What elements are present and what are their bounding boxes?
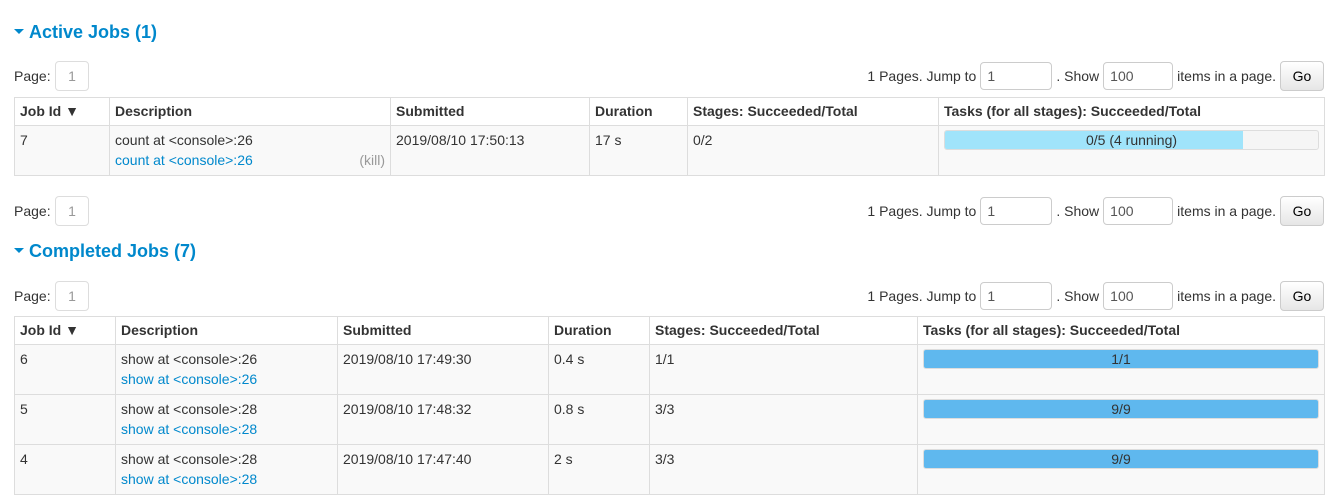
job-detail-link[interactable]: show at <console>:26	[121, 371, 258, 387]
active-jobs-table: Job Id ▼ Description Submitted Duration Stag…	[14, 97, 1325, 176]
page-size-input[interactable]	[1103, 62, 1174, 90]
pager-controls: 1 Pages. Jump to . Show items in a page.Go	[867, 196, 1324, 226]
page-label: Page:	[14, 288, 51, 304]
pager-top-active: Page:1 1 Pages. Jump to . Show items in a p…	[14, 61, 1324, 91]
pager-controls: 1 Pages. Jump to . Show items in a page.Go	[867, 61, 1324, 91]
table-row: 6 show at <console>:26 show at <console>:2…	[14, 344, 1325, 395]
column-header[interactable]: Duration	[589, 97, 688, 126]
job-detail-link[interactable]: show at <console>:28	[121, 421, 258, 437]
page-link[interactable]: 1	[55, 281, 89, 311]
show-text: . Show	[1056, 203, 1100, 219]
job-id: 6	[14, 344, 116, 395]
stages-progress: 0/2	[687, 125, 939, 176]
duration: 0.4 s	[548, 344, 650, 395]
table-row: 7 count at <console>:26 (kill) count at <co…	[14, 125, 1325, 176]
pager-top-completed: Page:1 1 Pages. Jump to . Show items in a p…	[14, 281, 1324, 311]
column-header[interactable]: Tasks (for all stages): Succeeded/Total	[917, 316, 1325, 345]
job-detail-link[interactable]: show at <console>:28	[121, 471, 258, 487]
pages-text: 1 Pages. Jump to	[867, 68, 977, 84]
progress-bar: 1/1	[923, 349, 1319, 369]
column-header[interactable]: Duration	[548, 316, 650, 345]
description: show at <console>:26 show at <console>:26	[115, 344, 338, 395]
page-size-input[interactable]	[1103, 282, 1174, 310]
submitted-time: 2019/08/10 17:47:40	[337, 444, 549, 495]
show-text: . Show	[1056, 288, 1100, 304]
section-title: Completed Jobs (7)	[29, 241, 197, 261]
progress-succeeded-fill	[924, 350, 1318, 368]
items-text: items in a page.	[1177, 288, 1276, 304]
pages-text: 1 Pages. Jump to	[867, 203, 977, 219]
completed-jobs-table: Job Id ▼ Description Submitted Duration Stag…	[14, 316, 1325, 495]
pager-controls: 1 Pages. Jump to . Show items in a page.Go	[867, 281, 1324, 311]
page-size-input[interactable]	[1103, 197, 1174, 225]
tasks-progress: 9/9	[917, 444, 1325, 495]
tasks-progress: 1/1	[917, 344, 1325, 395]
jump-to-input[interactable]	[980, 282, 1053, 310]
page-label: Page:	[14, 68, 51, 84]
description-text: show at <console>:28	[121, 451, 258, 467]
progress-text: 1/1	[1111, 351, 1131, 367]
job-detail-link[interactable]: count at <console>:26	[115, 152, 253, 168]
show-text: . Show	[1056, 68, 1100, 84]
submitted-time: 2019/08/10 17:50:13	[390, 125, 590, 176]
progress-bar: 0/5 (4 running)	[944, 130, 1319, 150]
job-id: 4	[14, 444, 116, 495]
go-button[interactable]: Go	[1280, 61, 1324, 91]
stages-progress: 3/3	[649, 444, 918, 495]
active-jobs-toggle[interactable]: Active Jobs (1)	[14, 22, 157, 43]
column-header[interactable]: Submitted	[390, 97, 590, 126]
table-row: 4 show at <console>:28 show at <console>:2…	[14, 444, 1325, 495]
column-header[interactable]: Description	[115, 316, 338, 345]
progress-text: 9/9	[1111, 401, 1131, 417]
tasks-progress: 9/9	[917, 394, 1325, 445]
duration: 2 s	[548, 444, 650, 495]
progress-text: 0/5 (4 running)	[1085, 132, 1178, 148]
completed-jobs-toggle[interactable]: Completed Jobs (7)	[14, 241, 196, 262]
submitted-time: 2019/08/10 17:48:32	[337, 394, 549, 445]
pager-bottom-active: Page:1 1 Pages. Jump to . Show items in a p…	[14, 196, 1324, 226]
progress-running-fill	[945, 131, 1244, 149]
progress-bar: 9/9	[923, 399, 1319, 419]
progress-succeeded-fill	[924, 450, 1318, 468]
duration: 0.8 s	[548, 394, 650, 445]
duration: 17 s	[589, 125, 688, 176]
column-header[interactable]: Tasks (for all stages): Succeeded/Total	[938, 97, 1325, 126]
description: show at <console>:28 show at <console>:28	[115, 394, 338, 445]
column-header[interactable]: Stages: Succeeded/Total	[687, 97, 939, 126]
job-id: 7	[14, 125, 110, 176]
jump-to-input[interactable]	[980, 62, 1053, 90]
submitted-time: 2019/08/10 17:49:30	[337, 344, 549, 395]
collapse-arrow-icon	[14, 248, 24, 254]
description-text: count at <console>:26	[115, 132, 253, 148]
go-button[interactable]: Go	[1280, 281, 1324, 311]
go-button[interactable]: Go	[1280, 196, 1324, 226]
column-header[interactable]: Description	[109, 97, 391, 126]
column-header[interactable]: Job Id ▼	[14, 316, 116, 345]
column-header[interactable]: Submitted	[337, 316, 549, 345]
progress-text: 9/9	[1111, 451, 1131, 467]
kill-link[interactable]: (kill)	[359, 152, 385, 168]
page-label: Page:	[14, 203, 51, 219]
column-header[interactable]: Stages: Succeeded/Total	[649, 316, 918, 345]
items-text: items in a page.	[1177, 203, 1276, 219]
stages-progress: 3/3	[649, 394, 918, 445]
column-header[interactable]: Job Id ▼	[14, 97, 110, 126]
jump-to-input[interactable]	[980, 197, 1053, 225]
tasks-progress: 0/5 (4 running)	[938, 125, 1325, 176]
progress-bar: 9/9	[923, 449, 1319, 469]
pages-text: 1 Pages. Jump to	[867, 288, 977, 304]
progress-succeeded-fill	[924, 400, 1318, 418]
section-title: Active Jobs (1)	[29, 22, 158, 42]
collapse-arrow-icon	[14, 29, 24, 35]
table-row: 5 show at <console>:28 show at <console>:2…	[14, 394, 1325, 445]
job-id: 5	[14, 394, 116, 445]
description: count at <console>:26 (kill) count at <con…	[109, 125, 391, 176]
stages-progress: 1/1	[649, 344, 918, 395]
description-text: show at <console>:28	[121, 401, 258, 417]
page-link[interactable]: 1	[55, 196, 89, 226]
items-text: items in a page.	[1177, 68, 1276, 84]
description-text: show at <console>:26	[121, 351, 258, 367]
description: show at <console>:28 show at <console>:28	[115, 444, 338, 495]
page-link[interactable]: 1	[55, 61, 89, 91]
